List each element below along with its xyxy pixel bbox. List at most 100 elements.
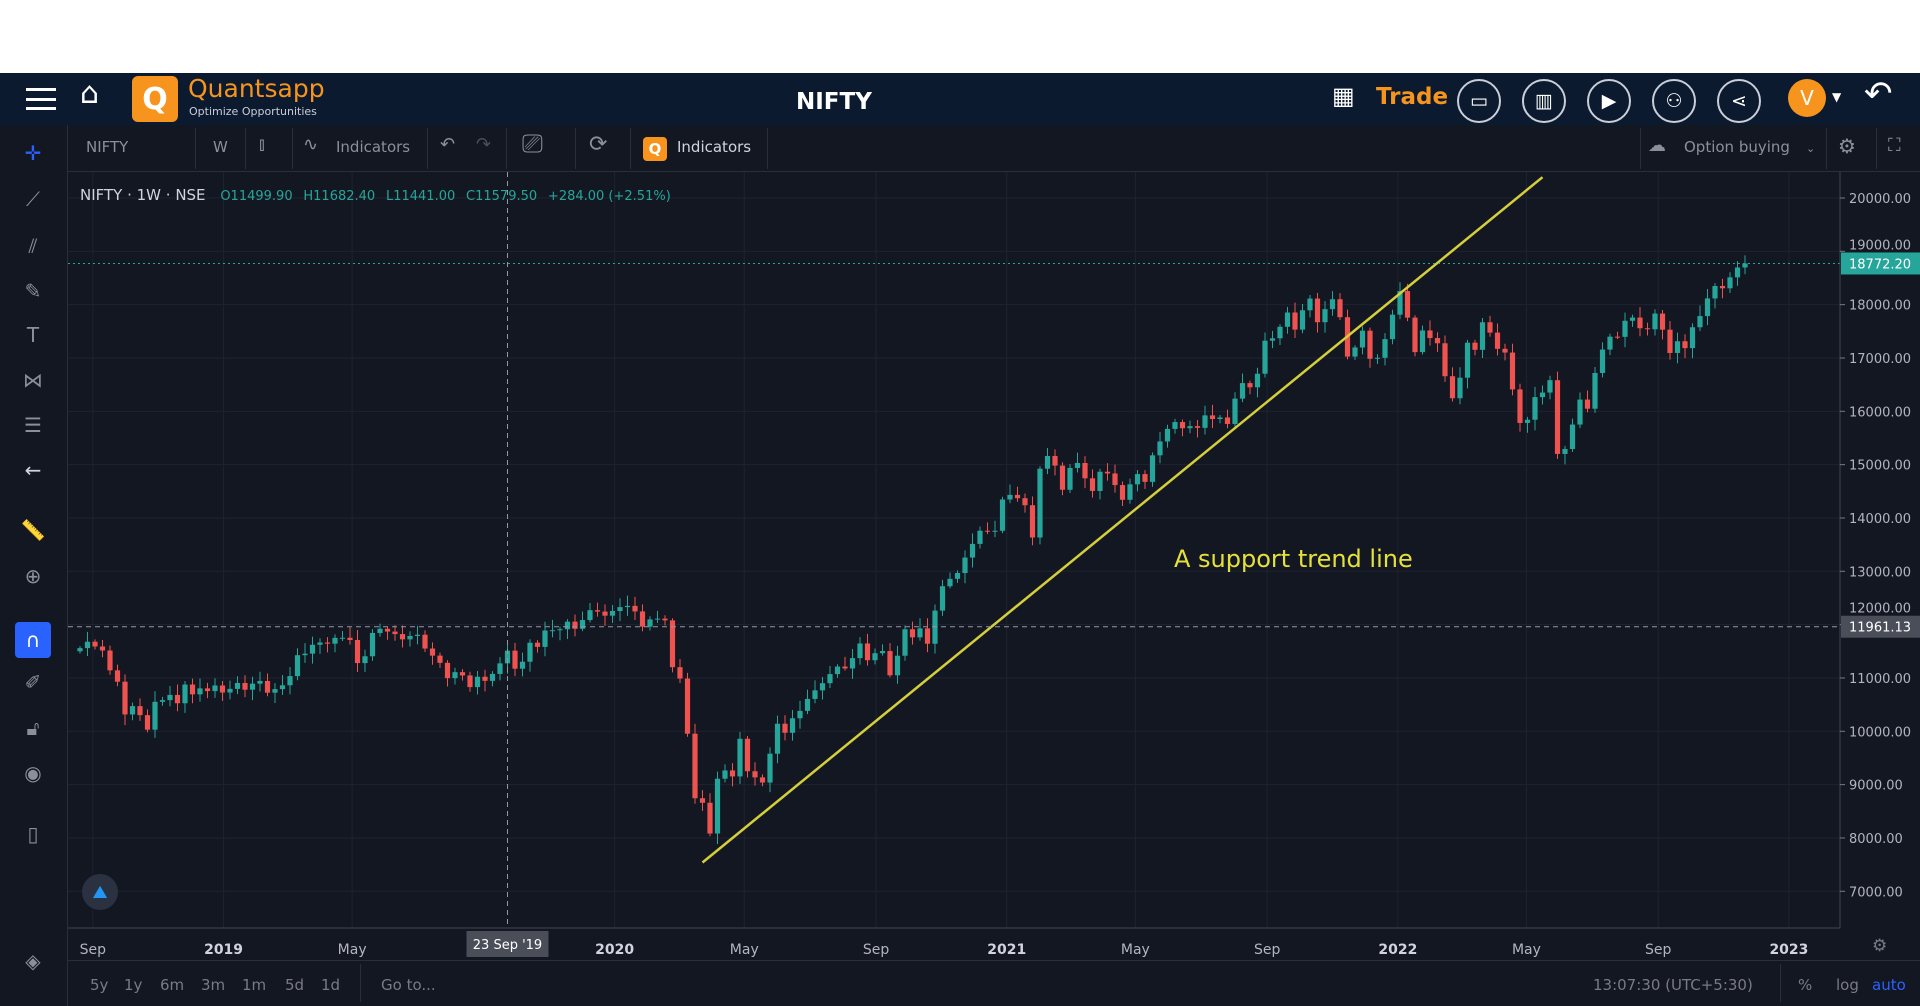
range-5d[interactable]: 5d [285, 976, 305, 994]
symbol-search[interactable]: NIFTY [86, 138, 129, 156]
eye-icon[interactable]: ◉ [24, 761, 42, 785]
divider [360, 964, 361, 1002]
back-arrow-icon[interactable]: ↶ [1864, 74, 1893, 114]
candle-body [812, 690, 818, 699]
crosshair-date-badge [466, 931, 549, 957]
last-price-badge [1841, 252, 1920, 275]
q-indicators-icon[interactable]: Q [643, 137, 667, 161]
range-1m[interactable]: 1m [242, 976, 267, 994]
price-tick-label: 7000.00 [1849, 885, 1903, 900]
candle-body [1014, 494, 1021, 499]
candle-type-icon[interactable]: ⫾ [259, 134, 265, 155]
candle-body [1517, 389, 1523, 423]
back-arrow-icon[interactable]: ← [24, 458, 42, 482]
share-button[interactable]: ⋖ [1717, 79, 1761, 123]
chart-legend: NIFTY · 1W · NSE O11499.90 H11682.40 L11… [80, 186, 671, 204]
prediction-tool-icon[interactable]: ☰ [24, 413, 42, 437]
trade-link[interactable]: Trade [1376, 84, 1449, 110]
range-5y[interactable]: 5y [90, 976, 109, 994]
candle-body [1607, 336, 1613, 350]
range-6m[interactable]: 6m [160, 976, 185, 994]
stay-drawing-icon[interactable]: ✐ [24, 670, 42, 694]
goto-button[interactable]: Go to... [381, 976, 436, 994]
candle-body [1052, 455, 1058, 466]
undo-icon[interactable]: ↶ [440, 134, 456, 155]
range-1d[interactable]: 1d [321, 976, 341, 994]
price-tick-label: 16000.00 [1849, 405, 1911, 420]
candle-body [317, 642, 323, 645]
candle-body [557, 629, 563, 631]
lock-icon[interactable]: 🔓︎ [26, 716, 40, 740]
video-button[interactable]: ▶ [1587, 79, 1631, 123]
range-3m[interactable]: 3m [201, 976, 226, 994]
candle-body [1299, 310, 1306, 330]
text-tool-icon[interactable]: T [26, 323, 40, 347]
fib-tool-icon[interactable]: ⫽ [28, 234, 38, 258]
chevron-down-icon[interactable]: ▼ [1832, 90, 1842, 104]
zoom-in-icon[interactable]: ⊕ [24, 564, 42, 588]
q-indicators-button[interactable]: Indicators [677, 138, 752, 156]
time-tick-label: May [1121, 942, 1150, 958]
home-icon[interactable]: ⌂ [80, 76, 100, 111]
fullscreen-icon[interactable]: ⛶ [1888, 135, 1901, 156]
candle-body [587, 610, 593, 621]
time-tick-label: 2022 [1378, 942, 1417, 958]
cloud-icon[interactable]: ☁ [1648, 135, 1666, 156]
indicators-button[interactable]: Indicators [336, 138, 411, 156]
logo-watermark-button[interactable]: ⛰ [82, 874, 118, 910]
magnet-icon[interactable]: ∩ [15, 622, 51, 658]
avatar[interactable]: V [1788, 79, 1826, 117]
candle-body [1442, 343, 1448, 377]
interval-button[interactable]: W [213, 138, 228, 156]
axis-settings-icon[interactable]: ⚙ [1872, 936, 1888, 956]
candle-body [287, 676, 293, 686]
grid-icon[interactable]: ▦ [1332, 82, 1355, 110]
ruler-icon[interactable]: 📏 [20, 518, 46, 542]
log-toggle[interactable]: log [1836, 976, 1859, 994]
trash-icon[interactable]: ▯ [27, 822, 39, 846]
option-dropdown[interactable]: Option buying [1684, 138, 1790, 156]
candle-body [99, 646, 106, 651]
gear-icon[interactable]: ⚙ [1838, 134, 1856, 158]
crosshair-icon[interactable]: ✛ [24, 141, 42, 165]
candle-body [407, 635, 413, 640]
candle-body [92, 641, 98, 647]
candle-body [849, 658, 856, 669]
candle-body [347, 637, 353, 640]
book-button[interactable]: ⚇ [1652, 79, 1696, 123]
layout-button[interactable]: ▥ [1522, 79, 1566, 123]
redo-icon[interactable]: ↷ [476, 134, 492, 155]
candle-body [1472, 342, 1478, 350]
trendline-tool-icon[interactable]: ⟋ [26, 187, 40, 211]
candle-body [1029, 505, 1036, 538]
window-button[interactable]: ▭ [1457, 79, 1501, 123]
divider [195, 128, 196, 169]
indicators-icon[interactable]: ∿ [303, 134, 319, 155]
candle-body [924, 628, 931, 644]
divider [427, 128, 428, 169]
logo[interactable]: Q [132, 76, 178, 122]
chevron-down-icon[interactable]: ⌄ [1806, 142, 1816, 155]
brush-tool-icon[interactable]: ✎ [24, 279, 42, 303]
menu-icon[interactable] [26, 88, 56, 110]
candle-body [437, 655, 443, 663]
candle-body [714, 778, 721, 834]
percent-toggle[interactable]: % [1798, 976, 1813, 994]
candle-body [1562, 449, 1568, 454]
candle-body [1254, 373, 1261, 388]
brand-tagline: Optimize Opportunities [189, 105, 317, 118]
refresh-icon[interactable]: ⟳ [589, 132, 608, 157]
price-tick-label: 20000.00 [1849, 192, 1911, 207]
monitor-icon[interactable]: ⎚ [522, 129, 543, 159]
candle-body [279, 685, 286, 690]
candle-body [1554, 380, 1561, 454]
candle-body [1037, 468, 1043, 538]
range-1y[interactable]: 1y [124, 976, 143, 994]
auto-toggle[interactable]: auto [1872, 976, 1906, 994]
candle-body [467, 675, 473, 688]
layers-icon[interactable]: ◈ [25, 949, 41, 973]
candle-body [782, 723, 788, 733]
pattern-tool-icon[interactable]: ⋈ [23, 368, 43, 392]
candle-body [774, 723, 781, 754]
